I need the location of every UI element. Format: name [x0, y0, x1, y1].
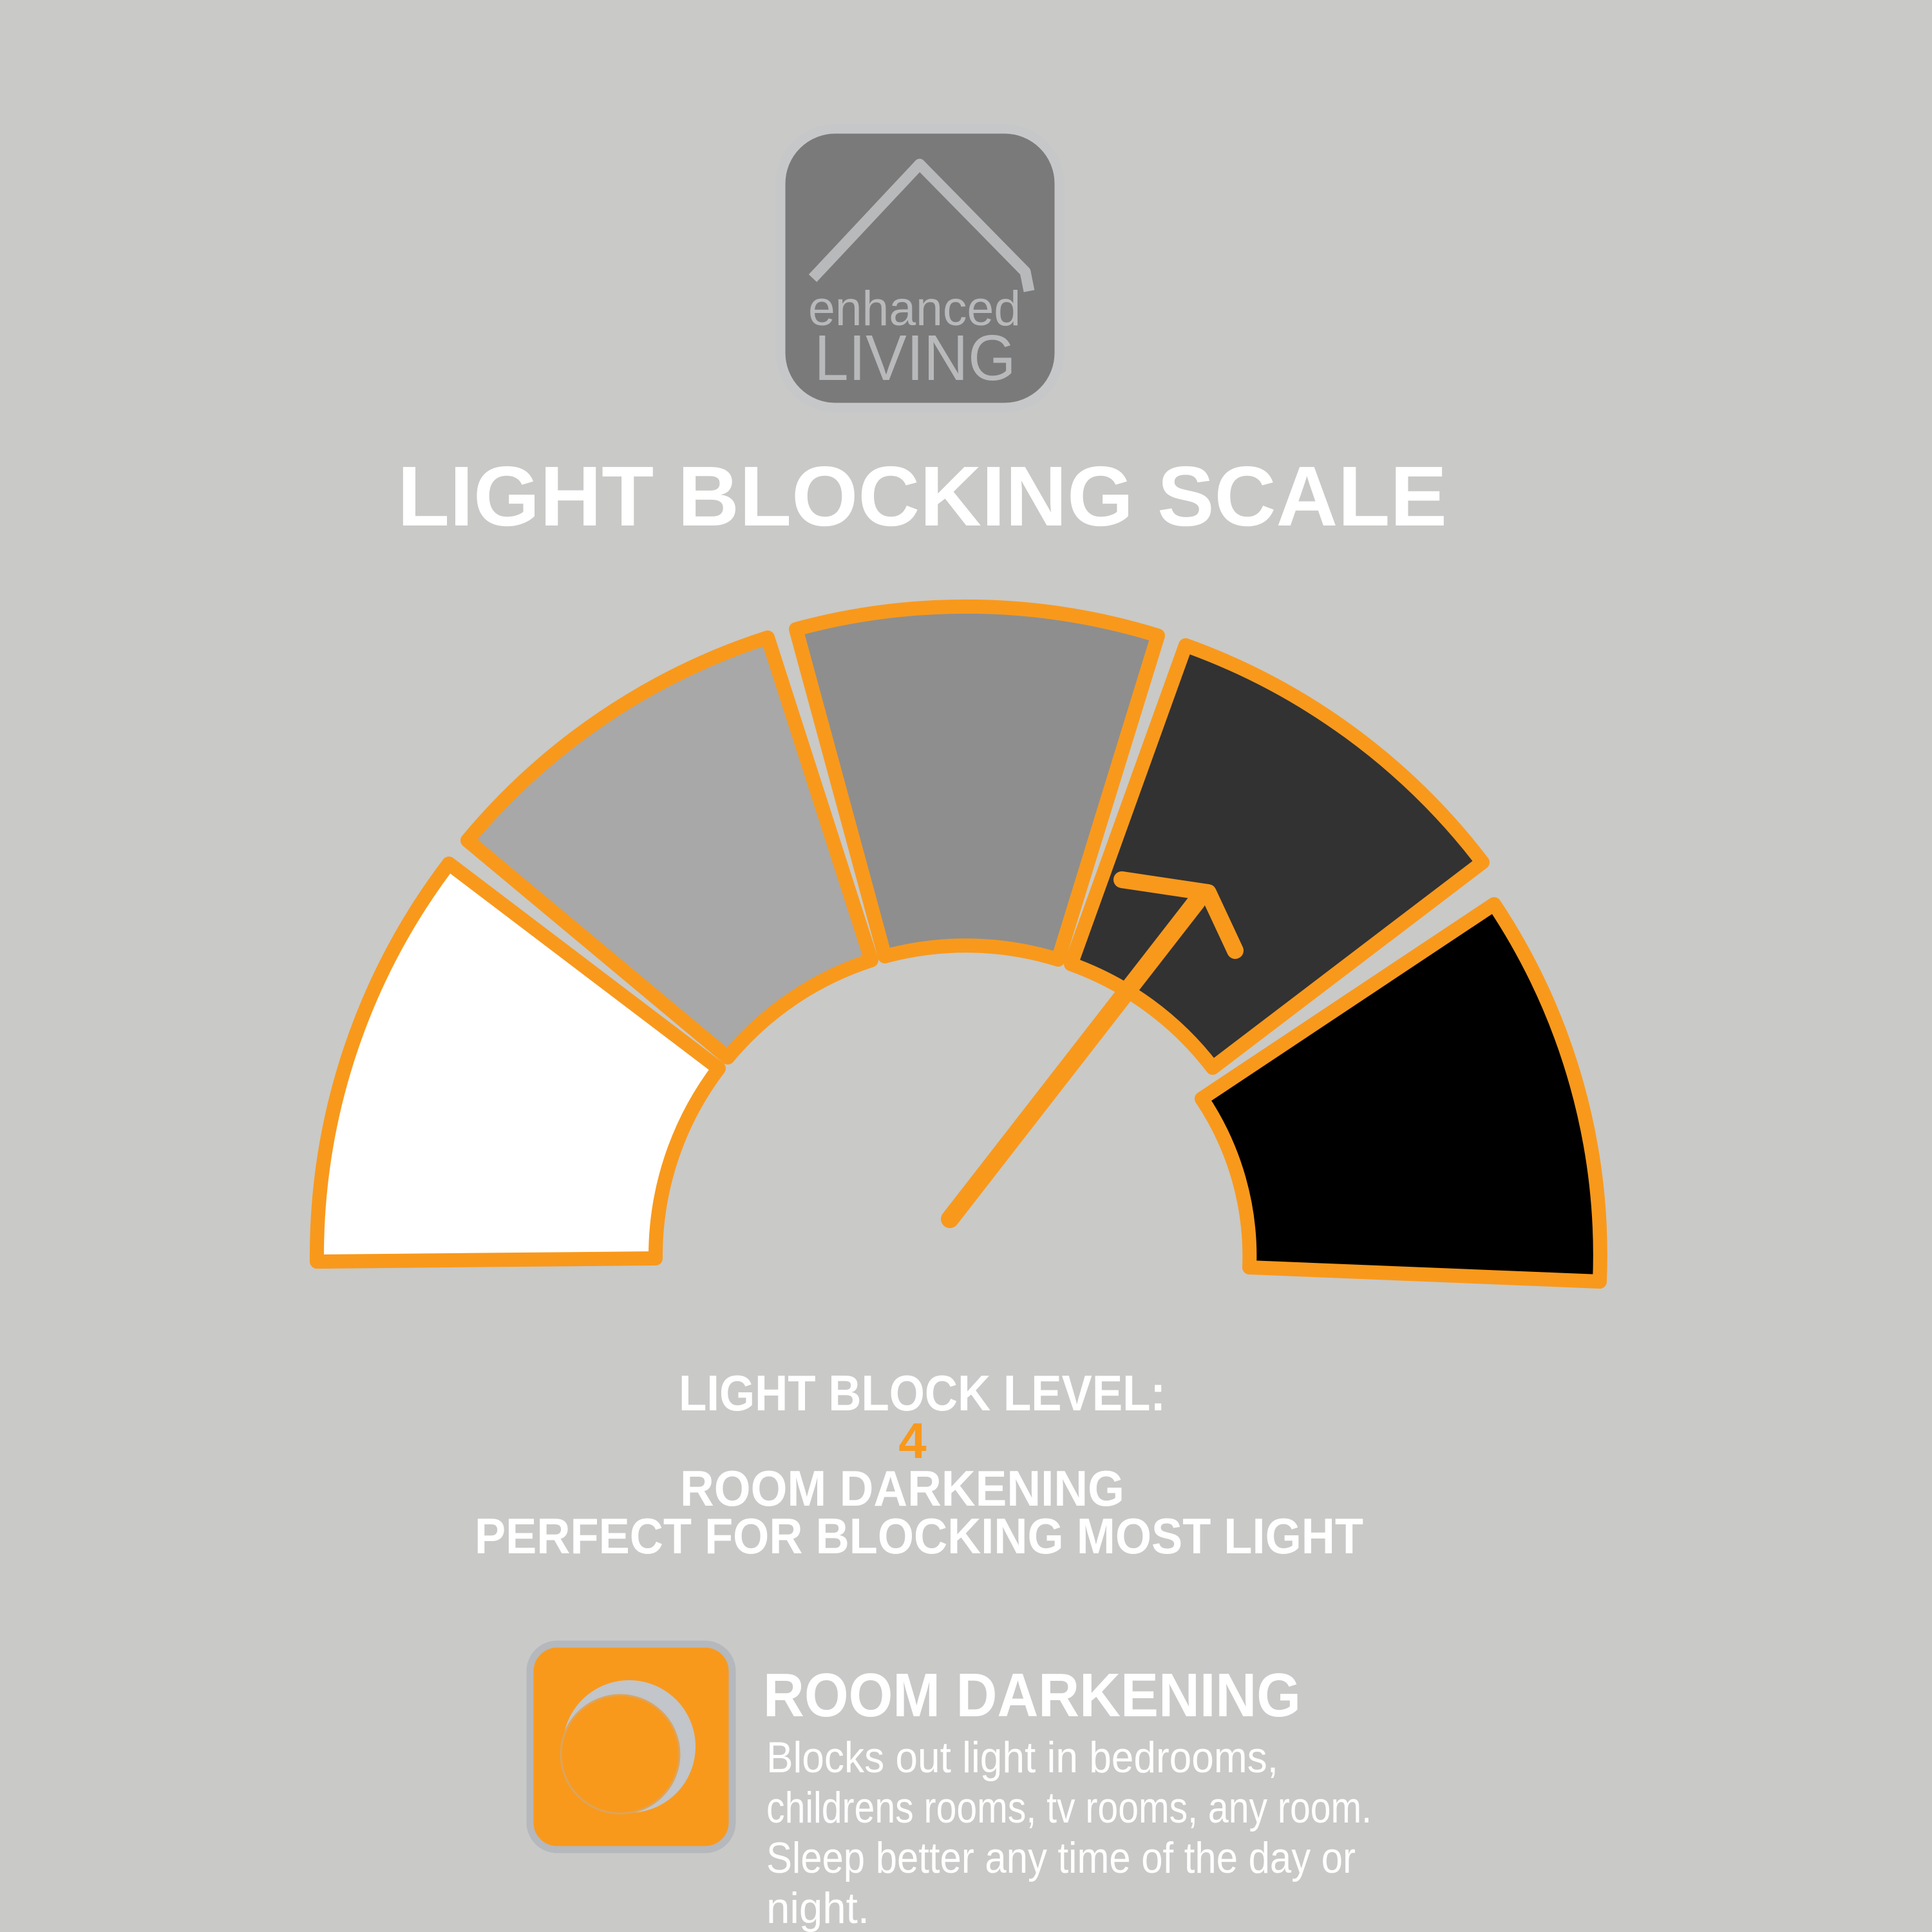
- brand-logo: enhanced LIVING: [775, 124, 1065, 413]
- feature-description-line-1: Blocks out light in bedrooms,: [766, 1733, 1278, 1782]
- gauge-segment-1: [309, 857, 726, 1269]
- level-heading: LIGHT BLOCK LEVEL:: [679, 1365, 1166, 1421]
- house-roof-icon: [808, 158, 1035, 292]
- logo-text-enhanced: enhanced: [808, 281, 1021, 336]
- logo-box-border: [775, 124, 1065, 413]
- feature-heading: ROOM DARKENING: [763, 1661, 1301, 1730]
- moon-icon: [526, 1640, 736, 1853]
- needle-shaft: [941, 893, 1206, 1228]
- feature-description-line-2: childrens rooms, tv rooms, any room.: [766, 1783, 1372, 1832]
- feature-description-line-4: night.: [766, 1884, 869, 1932]
- light-blocking-gauge: [309, 599, 1607, 1289]
- gauge-segment-5: [1195, 897, 1607, 1289]
- level-readout: LIGHT BLOCK LEVEL: 4 ROOM DARKENING PERF…: [475, 1365, 1363, 1564]
- moon-icon-border: [526, 1640, 736, 1853]
- page-title: LIGHT BLOCKING SCALE: [397, 449, 1447, 544]
- logo-box: [781, 129, 1059, 408]
- gauge-segment-3: [789, 599, 1165, 967]
- level-tagline: PERFECT FOR BLOCKING MOST LIGHT: [475, 1508, 1363, 1564]
- gauge-needle: [941, 871, 1244, 1228]
- level-value: 4: [898, 1412, 926, 1469]
- feature-block: ROOM DARKENING Blocks out light in bedro…: [526, 1640, 1372, 1932]
- feature-description-line-3: Sleep better any time of the day or: [766, 1833, 1356, 1882]
- moon-body-ring: [560, 1694, 681, 1815]
- moon-body-circle: [561, 1695, 679, 1814]
- needle-arrowhead-icon: [1113, 871, 1244, 959]
- gauge-segment-2: [460, 630, 878, 1065]
- level-name: ROOM DARKENING: [680, 1460, 1124, 1517]
- logo-text-living: LIVING: [815, 322, 1016, 394]
